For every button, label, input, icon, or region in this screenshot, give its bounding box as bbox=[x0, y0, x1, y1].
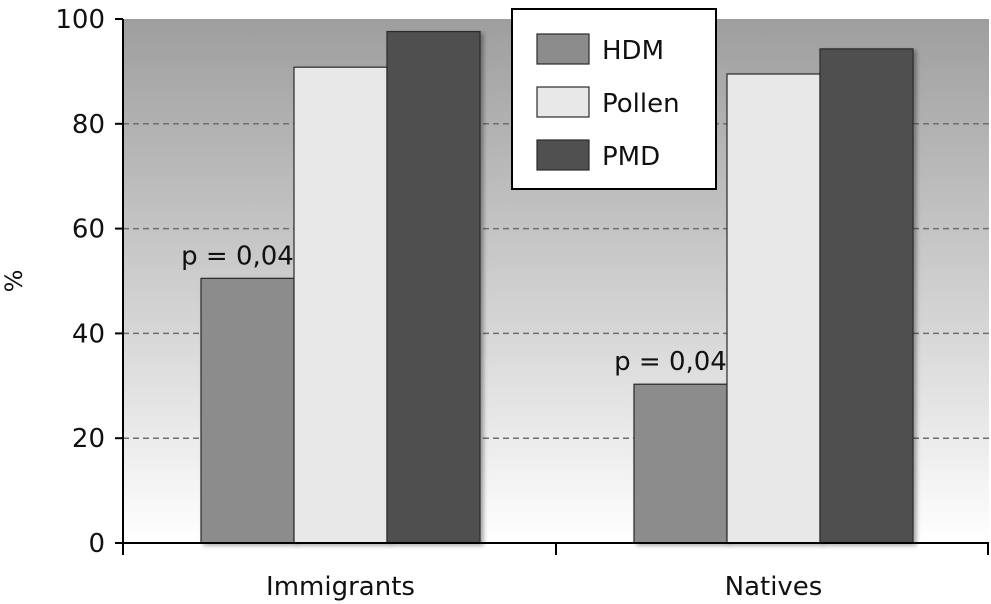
legend-swatch-hdm bbox=[536, 33, 590, 65]
legend-label-pollen: Pollen bbox=[602, 89, 680, 119]
y-tick-label: 100 bbox=[55, 5, 105, 35]
bar-natives-pmd bbox=[819, 48, 914, 544]
bar-immigrants-pollen bbox=[293, 66, 388, 544]
bar-immigrants-pmd bbox=[386, 30, 481, 544]
legend-swatch-pmd bbox=[536, 139, 590, 171]
bars bbox=[200, 30, 914, 544]
y-axis-label: % bbox=[0, 270, 28, 293]
y-tick-label: 80 bbox=[72, 110, 105, 140]
bar-natives-hdm bbox=[633, 383, 728, 544]
x-category-labels: Immigrants Natives bbox=[266, 572, 822, 602]
y-tick-label: 40 bbox=[72, 319, 105, 349]
bar-natives-pollen bbox=[726, 73, 821, 544]
legend: HDM Pollen PMD bbox=[511, 8, 717, 190]
bar-immigrants-hdm bbox=[200, 277, 295, 544]
x-category-label: Natives bbox=[725, 572, 823, 602]
legend-label-hdm: HDM bbox=[602, 36, 664, 66]
y-tick-label: 0 bbox=[88, 529, 105, 559]
p-value-annotation: p = 0,04 bbox=[181, 241, 294, 271]
legend-swatch-pollen bbox=[536, 86, 590, 118]
y-tick-labels: 0 20 40 60 80 100 bbox=[55, 5, 105, 559]
x-category-label: Immigrants bbox=[266, 572, 415, 602]
p-value-annotation: p = 0,04 bbox=[614, 347, 727, 377]
y-tick-label: 60 bbox=[72, 215, 105, 245]
axes bbox=[115, 18, 989, 555]
y-tick-label: 20 bbox=[72, 424, 105, 454]
legend-label-pmd: PMD bbox=[602, 142, 660, 172]
annotations: p = 0,04 p = 0,04 bbox=[181, 241, 727, 377]
